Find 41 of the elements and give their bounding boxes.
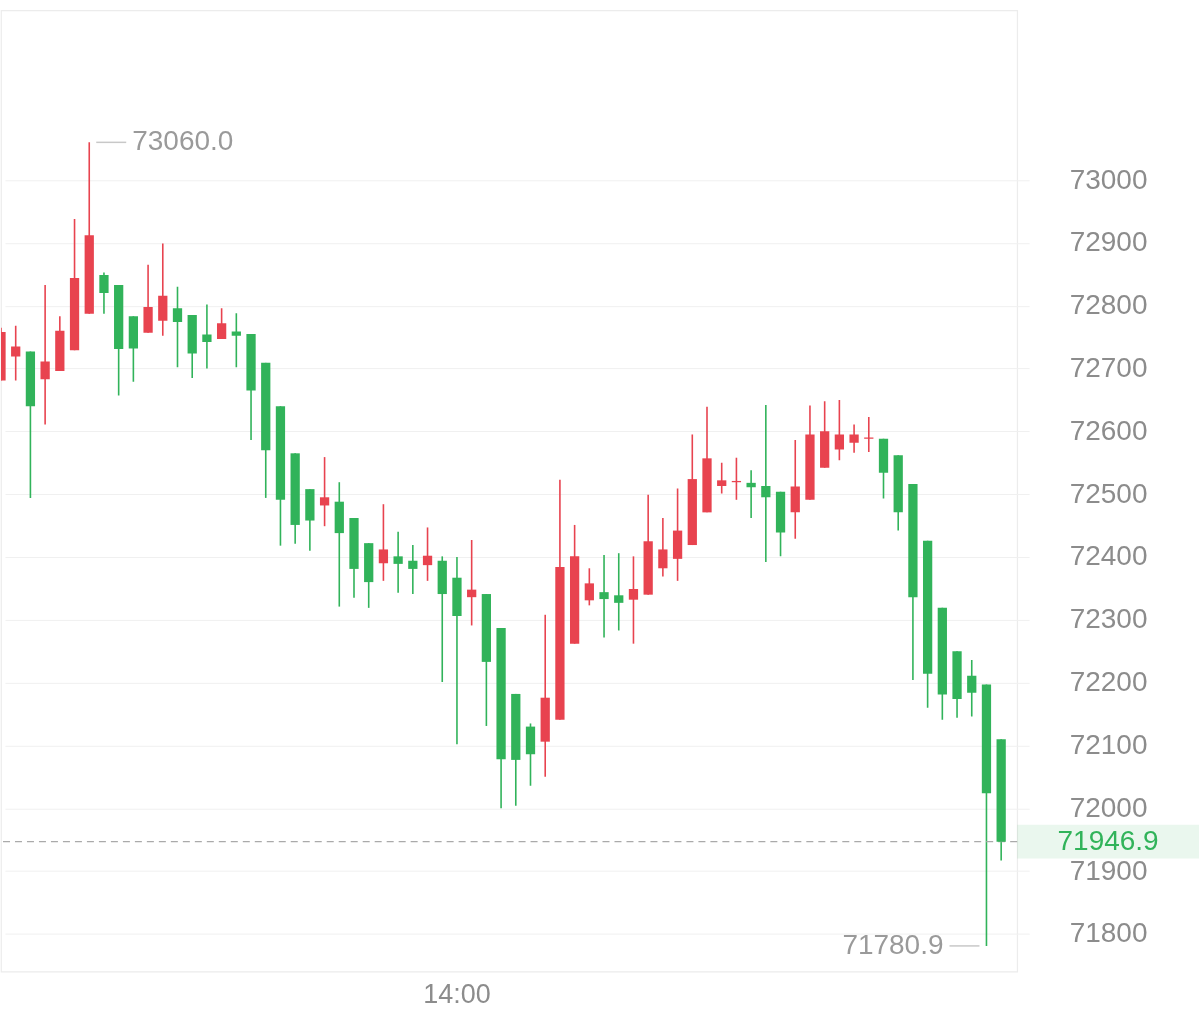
candlestick — [614, 552, 624, 632]
y-tick-label: 72700 — [1069, 352, 1148, 383]
annotation: 71780.9 — [842, 928, 944, 960]
annotation: 73060.0 — [132, 125, 234, 157]
candlestick — [599, 554, 609, 639]
y-tick-label: 73000 — [1069, 163, 1148, 195]
y-tick-label: 72600 — [1069, 414, 1148, 446]
candlestick — [319, 456, 330, 527]
candlestick — [99, 271, 109, 315]
candlestick — [849, 423, 859, 454]
y-tick-label: 72900 — [1069, 226, 1148, 258]
y-tick-label: 71800 — [1069, 917, 1148, 949]
candlestick — [231, 312, 241, 369]
candlestick — [172, 286, 183, 369]
candlestick — [11, 324, 21, 382]
candlestick — [834, 399, 845, 462]
ref-line-label: 71946.9 — [1057, 824, 1159, 856]
candlestick — [40, 284, 50, 426]
candlestick — [658, 517, 668, 578]
y-tick-label: 72100 — [1069, 728, 1148, 760]
y-tick-label: 72800 — [1069, 289, 1148, 321]
y-tick-label: 72400 — [1069, 540, 1148, 572]
candlestick — [202, 303, 212, 370]
y-tick-label: 72500 — [1069, 477, 1148, 509]
candlestick — [216, 307, 227, 340]
candlestick — [393, 531, 403, 594]
candlestick — [378, 503, 389, 582]
candlestick — [967, 659, 977, 718]
y-tick-label: 72200 — [1069, 666, 1148, 698]
x-tick-label: 14:00 — [423, 979, 491, 1010]
candlestick — [584, 567, 594, 607]
y-tick-label: 71900 — [1069, 854, 1148, 886]
candlestick — [628, 555, 639, 645]
y-tick-label: 72300 — [1069, 603, 1148, 635]
candlestick — [746, 469, 756, 519]
candlestick — [408, 544, 418, 595]
candlestick — [422, 526, 433, 582]
y-tick-label: 72000 — [1069, 791, 1148, 823]
candlestick — [761, 404, 771, 563]
candlestick — [717, 461, 727, 495]
candlestick — [467, 539, 477, 627]
